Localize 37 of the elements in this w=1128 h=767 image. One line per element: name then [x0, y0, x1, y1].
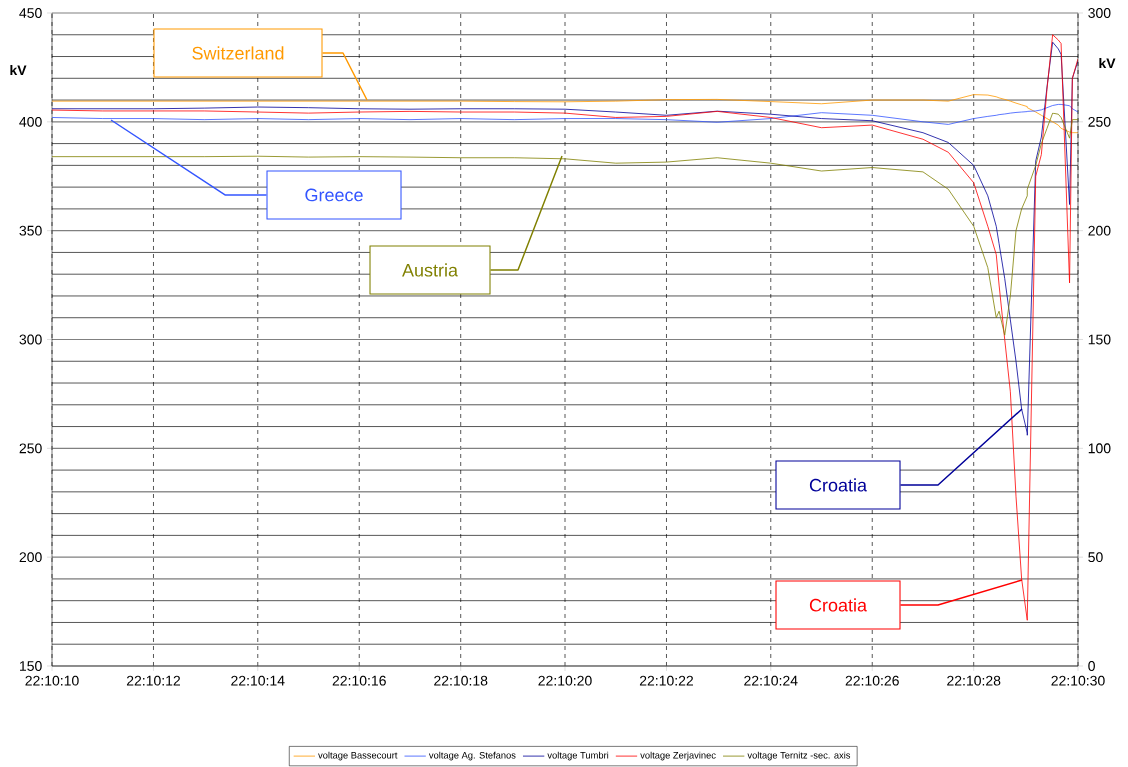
annotation: Croatia [809, 478, 868, 492]
x-tick-label: 22:10:26 [845, 675, 899, 686]
legend-label: voltage Zerjavinec [640, 751, 716, 761]
x-tick-label: 22:10:24 [744, 675, 798, 686]
x-tick-label: 22:10:16 [332, 675, 386, 686]
y2-axis-title: kV [1099, 57, 1116, 69]
y-tick-label: 200 [19, 552, 42, 563]
x-tick-label: 22:10:12 [126, 675, 181, 686]
y2-tick-label: 0 [1088, 661, 1095, 671]
x-tick-label: 22:10:30 [1051, 675, 1105, 686]
y-axis-title: kV [10, 64, 27, 76]
x-tick-label: 22:10:28 [947, 675, 1001, 686]
y-tick-label: 400 [19, 116, 42, 127]
y2-tick-label: 150 [1088, 334, 1111, 345]
y-tick-label: 300 [19, 334, 42, 345]
legend-label: voltage Bassecourt [318, 751, 398, 761]
legend-label: voltage Ternitz -sec. axis [747, 751, 851, 761]
y-tick-label: 250 [19, 443, 42, 454]
legend-label: voltage Tumbri [547, 751, 609, 761]
legend-label: voltage Ag. Stefanos [428, 751, 516, 761]
x-tick-label: 22:10:10 [25, 675, 79, 686]
y-tick-label: 350 [19, 225, 42, 236]
x-tick-label: 22:10:20 [538, 675, 592, 686]
annotation: Greece [305, 188, 363, 202]
y-tick-label: 150 [20, 661, 42, 671]
annotation: Croatia [809, 598, 868, 612]
x-tick-label: 22:10:18 [434, 675, 488, 686]
x-tick-label: 22:10:14 [231, 675, 285, 686]
y2-tick-label: 200 [1088, 225, 1111, 236]
y2-tick-label: 100 [1088, 443, 1111, 454]
annotation: Austria [402, 263, 459, 277]
y2-tick-label: 250 [1088, 116, 1111, 127]
y2-tick-label: 300 [1088, 8, 1111, 18]
y2-tick-label: 50 [1088, 552, 1103, 563]
annotation: Switzerland [192, 46, 284, 60]
x-tick-label: 22:10:22 [639, 675, 693, 686]
y-tick-label: 450 [19, 8, 42, 18]
